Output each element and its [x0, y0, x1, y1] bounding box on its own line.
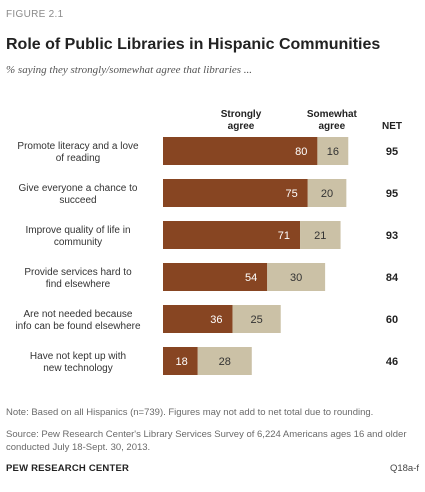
bar-strongly-agree [163, 137, 318, 165]
bar-strongly-agree [163, 179, 308, 207]
bar-somewhat-agree [300, 221, 341, 249]
category-label: Give everyone a chance to succeed [19, 183, 138, 206]
bar-strongly-agree [163, 221, 301, 249]
net-value: 95 [386, 146, 398, 158]
category-label: Promote literacy and a love of reading [17, 141, 139, 164]
data-label-somewhat-agree: 21 [314, 230, 326, 242]
data-label-somewhat-agree: 28 [219, 356, 231, 368]
bar-somewhat-agree [307, 179, 347, 207]
net-value: 46 [386, 356, 398, 368]
bar-somewhat-agree [232, 305, 281, 333]
net-value: 84 [386, 272, 399, 284]
category-label: Have not kept up with new technology [30, 351, 126, 374]
question-code: Q18a-f [389, 463, 419, 474]
data-label-strongly-agree: 54 [245, 272, 257, 284]
data-label-strongly-agree: 71 [278, 230, 290, 242]
data-label-somewhat-agree: 30 [290, 272, 302, 284]
bar-strongly-agree [163, 347, 198, 375]
chart-title: Role of Public Libraries in Hispanic Com… [6, 36, 381, 53]
header-strongly-agree: Strongly agree [221, 109, 262, 132]
bar-strongly-agree [163, 263, 268, 291]
category-label: Improve quality of life in community [25, 225, 130, 248]
net-value: 60 [386, 314, 398, 326]
bar-strongly-agree [163, 305, 233, 333]
data-label-somewhat-agree: 16 [327, 146, 339, 158]
data-label-somewhat-agree: 20 [321, 188, 333, 200]
data-label-strongly-agree: 18 [175, 356, 187, 368]
category-label: Provide services hard to find elsewhere [24, 267, 132, 290]
bar-somewhat-agree [197, 347, 252, 375]
bar-somewhat-agree [317, 137, 349, 165]
header-somewhat-agree: Somewhat agree [307, 109, 358, 132]
chart-source: Source: Pew Research Center's Library Se… [6, 429, 407, 453]
chart-area: Strongly agree Somewhat agree NET Promote lit… [15, 109, 402, 375]
organization-name: PEW RESEARCH CENTER [6, 463, 130, 474]
data-label-strongly-agree: 36 [210, 314, 222, 326]
category-label: Are not needed because info can be found … [15, 309, 141, 332]
data-label-somewhat-agree: 25 [250, 314, 262, 326]
net-value: 95 [386, 188, 398, 200]
chart-subtitle: % saying they strongly/somewhat agree th… [6, 64, 253, 76]
data-label-strongly-agree: 75 [286, 188, 298, 200]
chart-note: Note: Based on all Hispanics (n=739). Fi… [6, 407, 374, 418]
net-value: 93 [386, 230, 398, 242]
figure-label: FIGURE 2.1 [6, 9, 64, 20]
header-net: NET [382, 121, 402, 132]
bar-somewhat-agree [267, 263, 326, 291]
data-label-strongly-agree: 80 [295, 146, 307, 158]
